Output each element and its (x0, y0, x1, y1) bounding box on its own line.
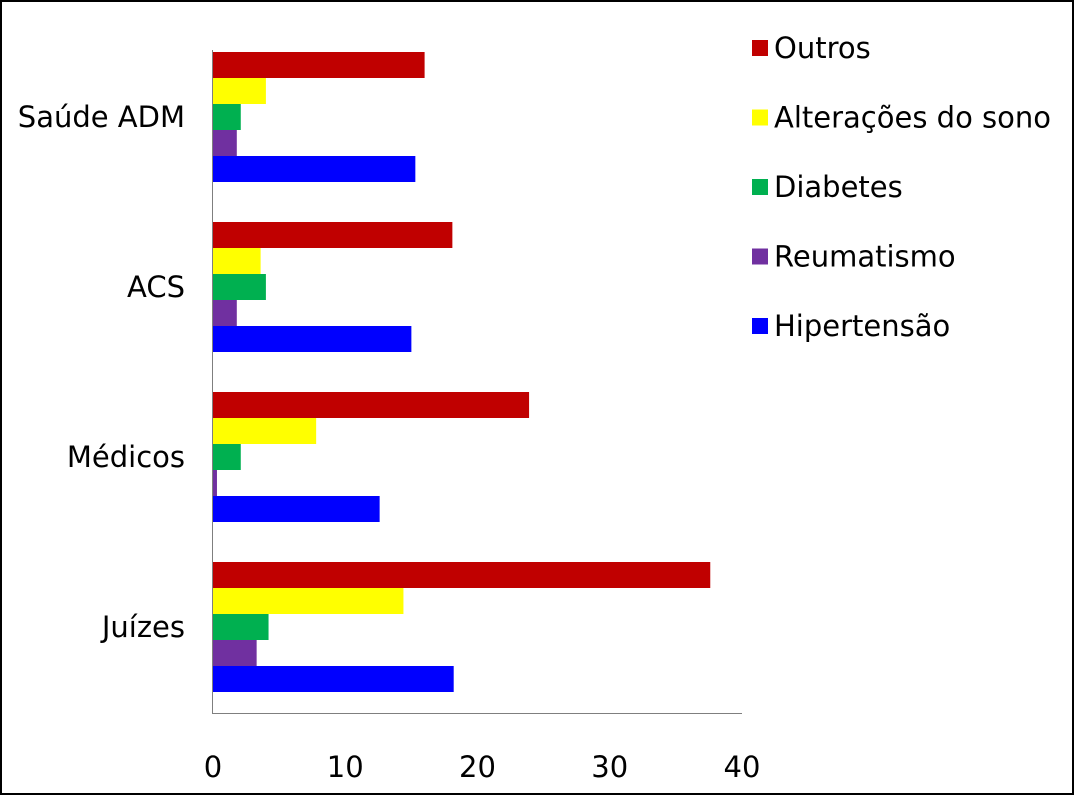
bar-acs-outros (213, 222, 453, 248)
bar-ju-zes-hipertens-o (213, 666, 454, 692)
legend-label: Outros (774, 31, 871, 65)
legend-item: Outros (752, 31, 871, 65)
bar-acs-altera-es-do-sono (213, 248, 261, 274)
bar-acs-hipertens-o (213, 326, 412, 352)
bar-sa-de-adm-diabetes (213, 104, 241, 130)
x-tick-label: 30 (591, 750, 628, 784)
x-tick-label: 20 (459, 750, 496, 784)
category-label: Juízes (100, 610, 185, 644)
x-tick-label: 0 (204, 750, 222, 784)
legend-item: Hipertensão (752, 309, 950, 343)
bar-ju-zes-altera-es-do-sono (213, 588, 404, 614)
bar-sa-de-adm-hipertens-o (213, 156, 416, 182)
legend: Outros Alterações do sono Diabetes Reumatis… (752, 31, 1051, 343)
legend-label: Hipertensão (774, 309, 950, 343)
bar-m-dicos-hipertens-o (213, 496, 380, 522)
x-tick-label: 10 (327, 750, 364, 784)
bar-acs-diabetes (213, 274, 266, 300)
legend-item: Reumatismo (752, 240, 956, 274)
legend-item: Alterações do sono (752, 101, 1051, 135)
x-tick-label: 40 (724, 750, 761, 784)
legend-item: Diabetes (752, 170, 903, 204)
bar-m-dicos-outros (213, 392, 530, 418)
bar-acs-reumatismo (213, 300, 237, 326)
category-label: Médicos (67, 440, 185, 474)
bar-m-dicos-altera-es-do-sono (213, 418, 317, 444)
category-label: Saúde ADM (18, 100, 185, 134)
bar-m-dicos-diabetes (213, 444, 241, 470)
bar-ju-zes-outros (213, 562, 711, 588)
x-tick-labels: 0 10 20 30 40 (204, 750, 761, 784)
legend-label: Alterações do sono (774, 101, 1051, 135)
legend-label: Reumatismo (774, 240, 956, 274)
legend-swatch (752, 109, 768, 126)
legend-swatch (752, 318, 768, 334)
bars-group (213, 52, 711, 692)
legend-swatch (752, 179, 768, 195)
bar-ju-zes-reumatismo (213, 640, 257, 666)
category-label: ACS (127, 270, 185, 304)
bar-sa-de-adm-outros (213, 52, 425, 78)
bar-sa-de-adm-reumatismo (213, 130, 237, 156)
axes-group (212, 50, 742, 714)
bar-ju-zes-diabetes (213, 614, 269, 640)
bar-sa-de-adm-altera-es-do-sono (213, 78, 266, 104)
legend-swatch (752, 248, 768, 265)
legend-swatch (752, 40, 768, 56)
category-labels: Saúde ADM ACS Médicos Juízes (18, 100, 185, 644)
legend-label: Diabetes (774, 170, 903, 204)
bar-m-dicos-reumatismo (213, 470, 217, 496)
